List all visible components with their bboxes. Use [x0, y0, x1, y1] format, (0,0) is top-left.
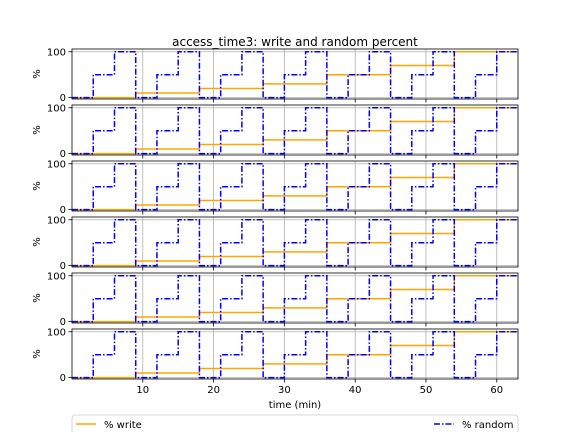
y-tick-label: 100: [47, 103, 66, 114]
y-tick-label: 100: [47, 327, 66, 338]
x-tick-label: 50: [420, 385, 433, 396]
legend-box: [71, 414, 519, 432]
y-tick-label: 100: [47, 47, 66, 58]
x-tick-label: 30: [278, 385, 291, 396]
x-tick-label: 40: [349, 385, 362, 396]
y-axis-label: %: [32, 293, 43, 303]
series-line-write: [72, 163, 518, 211]
y-axis-label: %: [32, 237, 43, 247]
y-tick-label: 0: [60, 205, 66, 216]
subplot-3: 0 100%: [32, 159, 519, 216]
legend: % write % random: [71, 414, 519, 432]
legend-label-write: % write: [104, 420, 142, 431]
legend-label-random: % random: [462, 420, 513, 431]
axes-frame: [71, 48, 519, 100]
series-line-random: [72, 51, 518, 99]
y-axis-label: %: [32, 69, 43, 79]
axes-frame: [71, 216, 519, 268]
subplot-5: 0 100%: [32, 271, 519, 328]
y-tick-label: 0: [60, 373, 66, 384]
x-tick-label: 60: [490, 385, 503, 396]
chart-title: access_time3: write and random percent: [172, 35, 418, 49]
x-axis-label: time (min): [269, 400, 322, 411]
y-tick-label: 0: [60, 317, 66, 328]
series-line-write: [72, 331, 518, 379]
axes-frame: [71, 328, 519, 380]
series-line-random: [72, 219, 518, 267]
axes-frame: [71, 160, 519, 212]
series-line-random: [72, 107, 518, 155]
x-tick-label: 10: [136, 385, 149, 396]
y-tick-label: 100: [47, 271, 66, 282]
y-axis-label: %: [32, 125, 43, 135]
series-line-random: [72, 275, 518, 323]
series-line-random: [72, 331, 518, 379]
x-tick-label: 20: [207, 385, 220, 396]
y-tick-label: 0: [60, 149, 66, 160]
y-tick-label: 0: [60, 93, 66, 104]
series-line-random: [72, 163, 518, 211]
y-axis-label: %: [32, 349, 43, 359]
subplot-2: 0 100%: [32, 103, 519, 160]
subplot-6: 0 100% 10 20 30 40 50 60: [32, 327, 519, 396]
series-line-write: [72, 219, 518, 267]
axes-frame: [71, 272, 519, 324]
y-tick-label: 100: [47, 159, 66, 170]
subplot-4: 0 100%: [32, 215, 519, 272]
subplot-1: 0 100%: [32, 47, 519, 104]
series-line-write: [72, 107, 518, 155]
y-tick-label: 0: [60, 261, 66, 272]
series-line-write: [72, 51, 518, 99]
y-axis-label: %: [32, 181, 43, 191]
series-line-write: [72, 275, 518, 323]
y-tick-label: 100: [47, 215, 66, 226]
axes-frame: [71, 104, 519, 156]
